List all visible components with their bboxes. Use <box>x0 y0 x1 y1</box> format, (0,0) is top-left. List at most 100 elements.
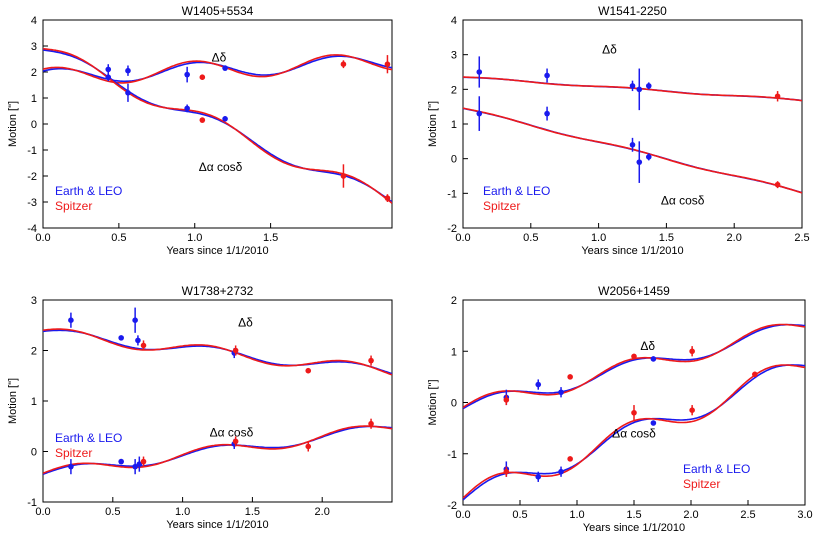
data-point <box>105 74 112 80</box>
y-tick-label: 4 <box>31 15 37 27</box>
y-tick-label: 1 <box>451 119 457 131</box>
x-tick-label: 0.5 <box>111 232 126 244</box>
y-tick-label: -1 <box>27 497 37 509</box>
data-point <box>118 458 124 465</box>
data-point <box>68 463 74 470</box>
data-point <box>558 389 564 396</box>
plot-frame <box>42 299 393 503</box>
data-point <box>636 159 643 165</box>
y-tick-label: 2 <box>451 295 457 307</box>
x-tick-label: 1.5 <box>626 509 641 521</box>
y-tick-label: 1 <box>451 346 457 358</box>
data-point <box>629 83 636 89</box>
x-tick-label: 0.5 <box>512 509 527 521</box>
data-point <box>774 93 781 100</box>
data-point <box>544 110 550 117</box>
y-tick-label: -2 <box>27 171 37 183</box>
dec-model-curve-spitzer <box>463 323 805 409</box>
ra-annotation: Δα cosδ <box>199 160 243 174</box>
x-tick-label: 1.5 <box>659 232 674 244</box>
x-tick-label: 0.5 <box>523 232 538 244</box>
data-point <box>476 69 483 75</box>
x-tick-label: 2.0 <box>315 506 330 518</box>
data-point <box>558 468 564 475</box>
data-point <box>503 397 510 403</box>
data-point <box>136 461 143 467</box>
y-tick-label: 2 <box>31 346 37 358</box>
y-axis-label: Motion ["] <box>427 101 439 147</box>
y-tick-label: 2 <box>31 67 37 79</box>
data-point <box>567 456 573 462</box>
data-point <box>105 66 112 73</box>
data-point <box>140 458 147 465</box>
panel-title: W1541-2250 <box>598 4 667 18</box>
data-point <box>135 337 141 344</box>
data-point <box>650 420 657 426</box>
data-point <box>222 65 228 71</box>
panel-title: W1405+5534 <box>182 4 254 18</box>
y-tick-label: -2 <box>447 223 457 235</box>
data-point <box>752 371 758 378</box>
x-tick-label: 0.0 <box>35 232 50 244</box>
data-point <box>535 381 542 388</box>
data-point <box>140 342 147 349</box>
y-tick-label: -1 <box>447 449 457 461</box>
legend-earth: Earth & LEO <box>55 184 122 198</box>
y-tick-label: -2 <box>447 500 457 512</box>
ra-annotation: Δα cosδ <box>210 425 254 439</box>
ra-annotation: Δα cosδ <box>661 193 705 207</box>
data-point <box>384 61 391 67</box>
data-point <box>184 105 190 112</box>
data-point <box>232 347 239 354</box>
legend-earth: Earth & LEO <box>683 462 750 476</box>
data-point <box>132 317 138 324</box>
data-point <box>184 71 190 78</box>
data-point <box>544 72 550 79</box>
data-point <box>222 116 228 122</box>
data-point <box>645 83 652 89</box>
x-tick-label: 0.0 <box>455 232 470 244</box>
legend-spitzer: Spitzer <box>55 446 92 460</box>
data-point <box>631 409 637 416</box>
data-point <box>118 335 124 341</box>
data-point <box>631 353 637 360</box>
x-tick-label: 0.0 <box>35 506 50 518</box>
x-axis-label: Years since 1/1/2010 <box>583 522 685 534</box>
data-point <box>368 420 374 427</box>
data-point <box>650 356 657 362</box>
y-tick-label: -4 <box>27 223 37 235</box>
data-point <box>199 74 206 80</box>
data-point <box>368 357 374 364</box>
panel-title: W2056+1459 <box>598 284 670 298</box>
y-tick-label: 3 <box>31 41 37 53</box>
y-axis-label: Motion ["] <box>7 378 19 424</box>
y-tick-label: -1 <box>447 188 457 200</box>
x-axis-label: Years since 1/1/2010 <box>166 245 268 257</box>
x-tick-label: 1.0 <box>591 232 606 244</box>
y-tick-label: 4 <box>451 15 457 27</box>
dec-annotation: Δδ <box>602 42 617 56</box>
x-axis-label: Years since 1/1/2010 <box>581 245 683 257</box>
y-axis-label: Motion ["] <box>427 379 439 425</box>
dec-model-curve-spitzer <box>43 54 392 84</box>
y-tick-label: 0 <box>451 398 457 410</box>
data-point <box>125 67 131 74</box>
y-tick-label: 0 <box>451 154 457 166</box>
y-tick-label: 1 <box>31 396 37 408</box>
dec-annotation: Δδ <box>640 339 655 353</box>
x-tick-label: 1.0 <box>187 232 202 244</box>
data-point <box>340 61 347 67</box>
x-axis-label: Years since 1/1/2010 <box>166 519 268 531</box>
data-point <box>232 438 239 445</box>
x-tick-label: 1.0 <box>569 509 584 521</box>
data-point <box>340 173 347 179</box>
chart-panel: W1405+5534 0.0 0.5 1.0 1.5 -4 -3 -2 -1 0 1 2 3 4 Years… <box>7 4 393 257</box>
data-point <box>132 463 138 470</box>
x-tick-label: 2.0 <box>727 232 742 244</box>
x-tick-label: 0.5 <box>105 506 120 518</box>
ra-model-curve-earth <box>43 49 392 203</box>
data-point <box>199 117 206 123</box>
y-tick-label: -1 <box>27 145 37 157</box>
y-tick-label: 3 <box>451 50 457 62</box>
